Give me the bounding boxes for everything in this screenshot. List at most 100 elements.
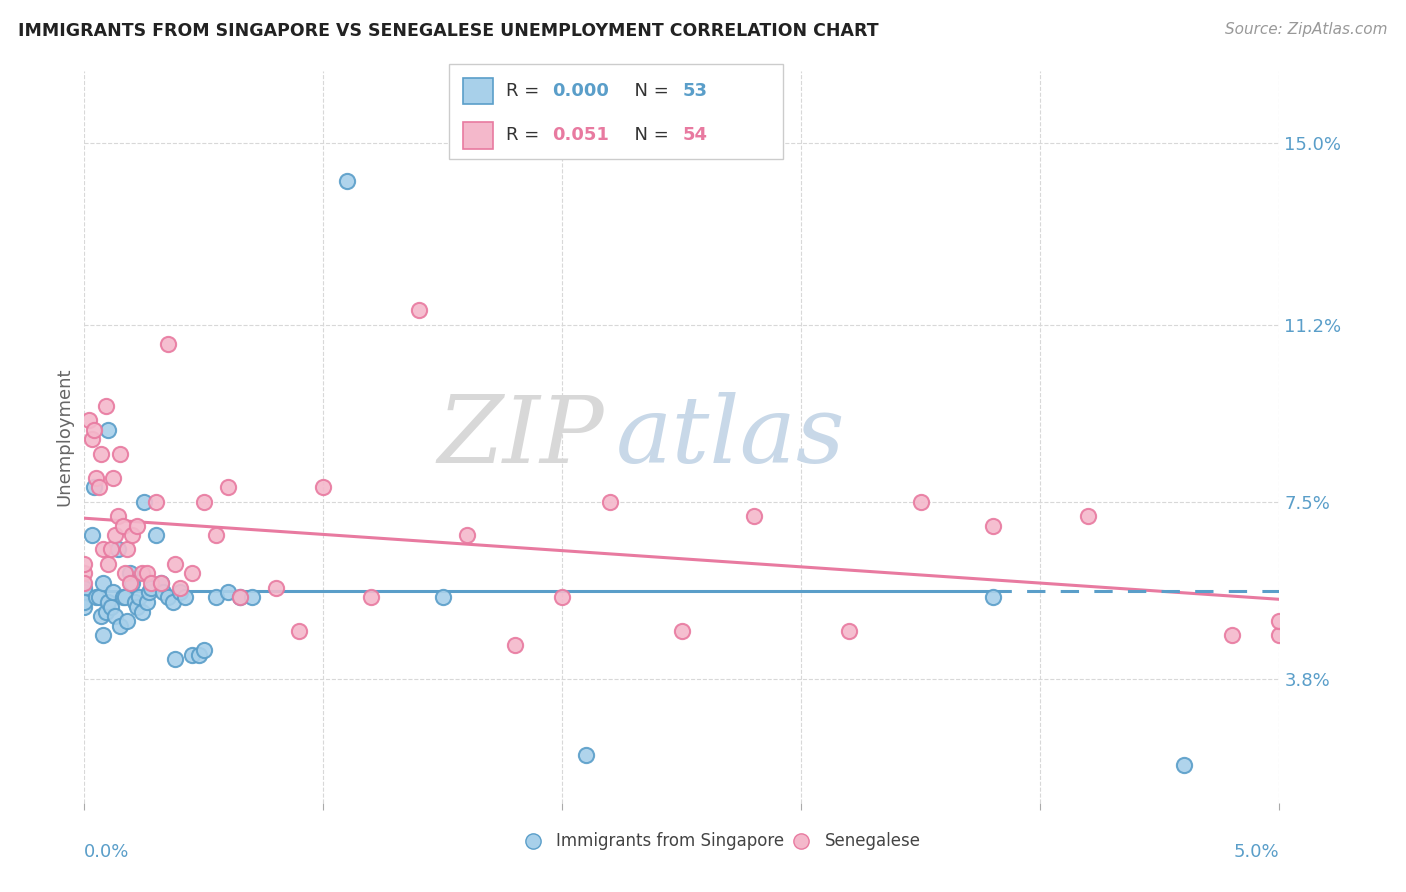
Point — [240, 591, 263, 605]
Point — [162, 595, 184, 609]
Point — [169, 581, 191, 595]
Point — [73, 566, 96, 581]
Point — [575, 747, 598, 762]
Point — [110, 447, 132, 461]
Point — [671, 624, 693, 638]
Point — [93, 542, 115, 557]
Point — [131, 605, 153, 619]
Text: 5.0%: 5.0% — [1234, 843, 1279, 861]
Point — [73, 557, 96, 571]
Point — [169, 585, 191, 599]
Point — [94, 399, 117, 413]
Point — [205, 591, 228, 605]
Point — [135, 595, 157, 609]
Point — [93, 628, 115, 642]
Point — [73, 599, 96, 614]
FancyBboxPatch shape — [463, 122, 494, 149]
Text: atlas: atlas — [616, 392, 845, 482]
Text: ZIP: ZIP — [437, 392, 605, 482]
Text: Senegalese: Senegalese — [825, 832, 921, 850]
Point — [145, 528, 167, 542]
Point — [456, 528, 478, 542]
Point — [94, 605, 117, 619]
Point — [229, 591, 252, 605]
Point — [114, 566, 136, 581]
Text: Source: ZipAtlas.com: Source: ZipAtlas.com — [1225, 22, 1388, 37]
Point — [1077, 508, 1099, 523]
Point — [229, 591, 252, 605]
Point — [87, 591, 110, 605]
Text: 53: 53 — [683, 82, 709, 100]
Point — [73, 581, 96, 595]
Point — [131, 566, 153, 581]
Point — [360, 591, 382, 605]
Text: 0.051: 0.051 — [551, 127, 609, 145]
Point — [336, 174, 359, 188]
Point — [90, 447, 112, 461]
Point — [838, 624, 860, 638]
Text: 0.0%: 0.0% — [84, 843, 129, 861]
Point — [100, 599, 122, 614]
Point — [104, 609, 127, 624]
Point — [86, 591, 108, 605]
Point — [181, 648, 204, 662]
Text: R =: R = — [506, 127, 551, 145]
Point — [73, 595, 96, 609]
Point — [121, 575, 143, 590]
Point — [141, 581, 163, 595]
Point — [173, 591, 195, 605]
Point — [981, 518, 1004, 533]
Point — [157, 591, 180, 605]
Point — [110, 619, 132, 633]
FancyBboxPatch shape — [449, 64, 783, 159]
Point — [145, 494, 167, 508]
Point — [101, 585, 124, 599]
Point — [181, 566, 204, 581]
Point — [100, 542, 122, 557]
Point — [138, 585, 160, 599]
Point — [193, 642, 215, 657]
Point — [128, 591, 150, 605]
Point — [1173, 757, 1195, 772]
Point — [107, 508, 129, 523]
Point — [125, 599, 148, 614]
Point — [101, 471, 124, 485]
Point — [97, 595, 120, 609]
Point — [1220, 628, 1243, 642]
Point — [111, 591, 134, 605]
Point — [149, 575, 172, 590]
Point — [157, 336, 180, 351]
Text: IMMIGRANTS FROM SINGAPORE VS SENEGALESE UNEMPLOYMENT CORRELATION CHART: IMMIGRANTS FROM SINGAPORE VS SENEGALESE … — [18, 22, 879, 40]
Point — [80, 528, 103, 542]
Point — [149, 575, 172, 590]
Point — [1268, 614, 1291, 628]
Point — [217, 585, 239, 599]
Text: Immigrants from Singapore: Immigrants from Singapore — [557, 832, 785, 850]
Point — [551, 591, 574, 605]
Point — [165, 652, 187, 666]
Point — [73, 585, 96, 599]
Point — [264, 581, 287, 595]
Point — [86, 471, 108, 485]
Point — [141, 575, 163, 590]
Point — [193, 494, 215, 508]
Point — [312, 480, 335, 494]
Point — [125, 518, 148, 533]
Point — [503, 638, 526, 652]
Point — [217, 480, 239, 494]
Point — [97, 557, 120, 571]
Text: N =: N = — [623, 82, 675, 100]
Point — [83, 480, 105, 494]
Point — [188, 648, 211, 662]
Point — [73, 575, 96, 590]
Point — [124, 595, 146, 609]
Point — [104, 528, 127, 542]
Text: N =: N = — [623, 127, 675, 145]
Point — [77, 413, 100, 427]
Point — [117, 614, 139, 628]
Point — [80, 433, 103, 447]
Point — [1268, 628, 1291, 642]
Point — [152, 585, 174, 599]
Text: R =: R = — [506, 82, 546, 100]
Point — [93, 575, 115, 590]
